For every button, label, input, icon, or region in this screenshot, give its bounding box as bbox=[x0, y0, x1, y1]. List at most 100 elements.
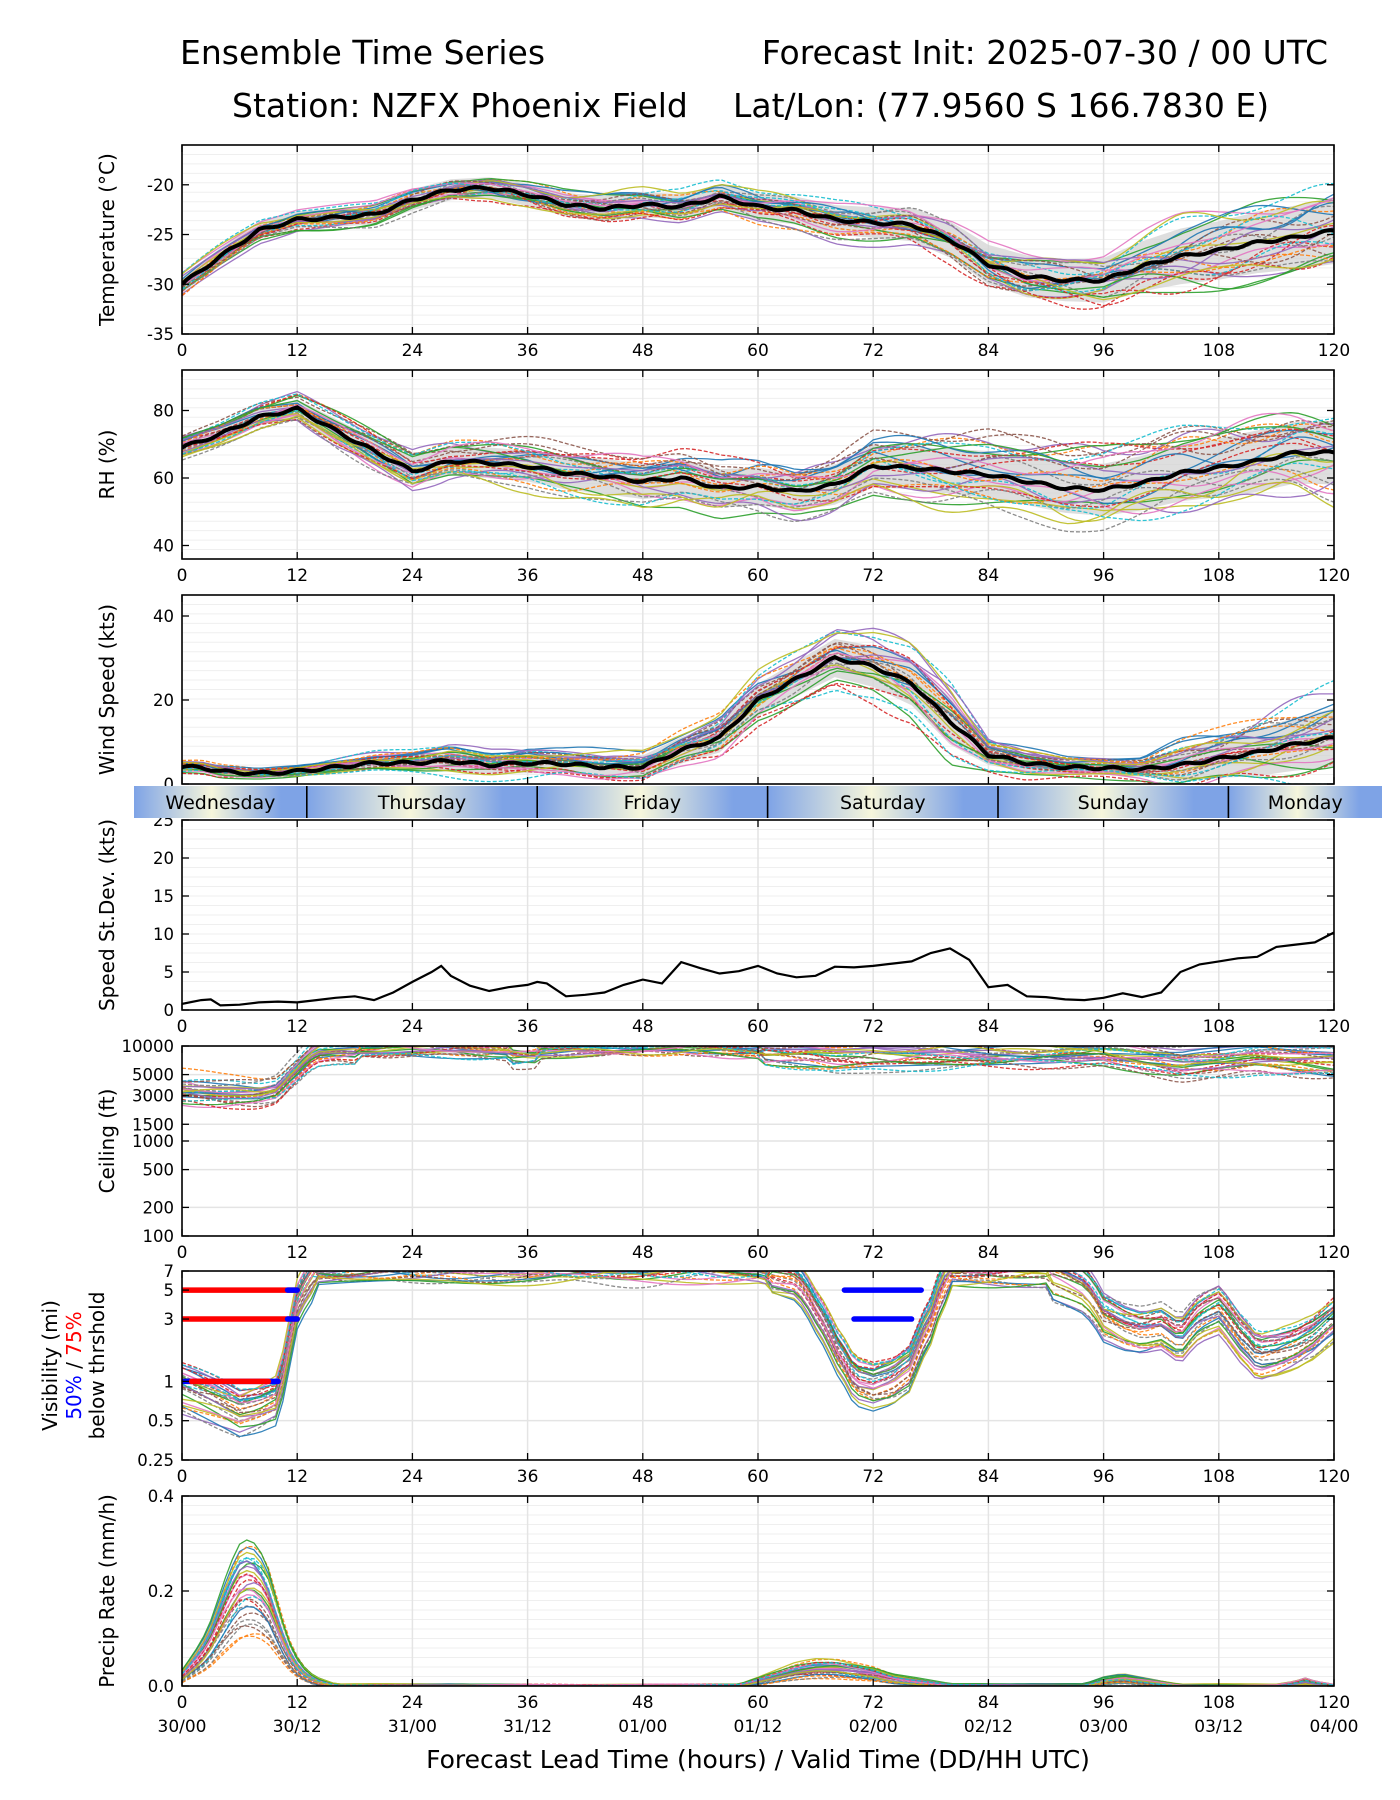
ensemble-member-line bbox=[182, 631, 1334, 773]
legend-separator: / bbox=[62, 1356, 86, 1375]
x-tick-label: 60 bbox=[747, 566, 769, 586]
x-tick-label: 96 bbox=[1093, 1693, 1115, 1713]
x-tick-label: 12 bbox=[286, 1243, 308, 1263]
ensemble-mean-line bbox=[182, 184, 1334, 286]
ensemble-member-line bbox=[182, 182, 1334, 291]
day-label: Monday bbox=[1268, 792, 1343, 814]
day-label: Friday bbox=[624, 792, 682, 814]
ensemble-member-line bbox=[182, 1605, 1334, 1686]
x-tick-label: 24 bbox=[402, 1243, 424, 1263]
x-tick-label: 24 bbox=[402, 1693, 424, 1713]
day-label: Sunday bbox=[1078, 792, 1149, 814]
x-tick-label: 72 bbox=[862, 1467, 884, 1487]
x-tick-label: 96 bbox=[1093, 1467, 1115, 1487]
ensemble-member-line bbox=[182, 406, 1334, 491]
x-tick-label: 48 bbox=[632, 1467, 654, 1487]
legend-75pct: 75% bbox=[62, 1311, 86, 1355]
x-tick-label: 84 bbox=[978, 566, 1000, 586]
ensemble-member-line bbox=[182, 196, 1334, 301]
valid-time-label: 03/12 bbox=[1194, 1717, 1243, 1737]
x-tick-label: 72 bbox=[862, 1017, 884, 1037]
day-label: Wednesday bbox=[165, 792, 275, 814]
x-tick-label: 36 bbox=[517, 1467, 539, 1487]
y-tick-label: -25 bbox=[147, 226, 174, 245]
x-tick-label: 24 bbox=[402, 1467, 424, 1487]
forecast-init-label: Forecast Init: 2025-07-30 / 00 UTC bbox=[761, 33, 1328, 72]
x-tick-label: 72 bbox=[862, 341, 884, 361]
legend-50pct: 50% bbox=[62, 1375, 86, 1419]
x-tick-label: 84 bbox=[978, 1243, 1000, 1263]
ensemble-member-line bbox=[182, 180, 1334, 275]
ensemble-member-line bbox=[182, 1046, 1334, 1110]
ensemble-member-line bbox=[182, 644, 1334, 773]
y-tick-label: 0.0 bbox=[148, 1677, 174, 1696]
ensemble-member-line bbox=[182, 186, 1334, 296]
ensemble-member-line bbox=[182, 190, 1334, 292]
latlon-label: Lat/Lon: (77.9560 S 166.7830 E) bbox=[733, 86, 1270, 125]
x-tick-label: 120 bbox=[1318, 1467, 1350, 1487]
y-tick-label: 10000 bbox=[122, 1037, 175, 1056]
y-tick-label: 3 bbox=[164, 1310, 175, 1329]
x-tick-label: 60 bbox=[747, 1243, 769, 1263]
ensemble-member-line bbox=[182, 630, 1334, 772]
x-tick-label: 0 bbox=[177, 566, 188, 586]
panel-1: -35 -30 -25 -20 0 12 24 36 48 60 72 84 96 108 120 Tempe… bbox=[95, 144, 1350, 361]
y-tick-label: 1500 bbox=[132, 1115, 174, 1134]
ensemble-member-line bbox=[182, 689, 1334, 784]
y-axis-label: RH (%) bbox=[95, 430, 119, 500]
x-tick-label: 0 bbox=[177, 1467, 188, 1487]
x-tick-label: 0 bbox=[177, 1243, 188, 1263]
panel-3: 0204001224364860728496108120Wind Speed (… bbox=[95, 594, 1350, 811]
y-tick-label: 200 bbox=[143, 1198, 175, 1217]
ensemble-member-line bbox=[182, 1271, 1334, 1402]
x-tick-label: 84 bbox=[978, 1467, 1000, 1487]
x-tick-label: 60 bbox=[747, 1467, 769, 1487]
ensemble-member-line bbox=[182, 642, 1334, 776]
ensemble-member-line bbox=[182, 194, 1334, 291]
x-tick-label: 84 bbox=[978, 1693, 1000, 1713]
x-tick-label: 24 bbox=[402, 566, 424, 586]
x-tick-label: 108 bbox=[1203, 1243, 1235, 1263]
day-segment bbox=[134, 786, 307, 818]
y-tick-label: 3000 bbox=[132, 1087, 174, 1106]
x-tick-label: 108 bbox=[1203, 341, 1235, 361]
y-tick-label: 500 bbox=[143, 1161, 175, 1180]
plot-area bbox=[182, 1496, 1334, 1686]
ensemble-member-line bbox=[182, 393, 1334, 480]
y-tick-label: -20 bbox=[147, 176, 174, 195]
x-tick-label: 120 bbox=[1318, 566, 1350, 586]
ensemble-member-line bbox=[182, 404, 1334, 482]
y-tick-label: 40 bbox=[153, 607, 174, 626]
y-tick-label: 0.2 bbox=[148, 1582, 174, 1601]
x-tick-label: 12 bbox=[286, 1467, 308, 1487]
ensemble-member-line bbox=[182, 416, 1334, 533]
x-tick-label: 108 bbox=[1203, 1017, 1235, 1037]
x-tick-label: 0 bbox=[177, 341, 188, 361]
x-tick-label: 60 bbox=[747, 341, 769, 361]
day-segment bbox=[998, 786, 1229, 818]
y-axis-label: Wind Speed (kts) bbox=[95, 604, 119, 775]
y-tick-label: 1 bbox=[164, 1372, 175, 1391]
ensemble-member-line bbox=[182, 402, 1334, 479]
valid-time-label: 03/00 bbox=[1079, 1717, 1128, 1737]
ensemble-member-line bbox=[182, 1271, 1334, 1406]
x-tick-label: 96 bbox=[1093, 566, 1115, 586]
y-tick-label: 80 bbox=[153, 402, 174, 421]
day-segment bbox=[306, 786, 538, 818]
chart-title-left: Ensemble Time Series bbox=[180, 33, 546, 72]
x-tick-label: 108 bbox=[1203, 1467, 1235, 1487]
x-tick-label: 60 bbox=[747, 1017, 769, 1037]
ensemble-mean-line bbox=[182, 405, 1334, 493]
ensemble-member-line bbox=[182, 1046, 1334, 1102]
ensemble-member-line bbox=[182, 1271, 1334, 1397]
x-tick-label: 48 bbox=[632, 1017, 654, 1037]
valid-time-label: 30/00 bbox=[158, 1717, 207, 1737]
plot-area bbox=[182, 595, 1334, 784]
x-tick-label: 72 bbox=[862, 1243, 884, 1263]
y-tick-label: 7 bbox=[164, 1262, 175, 1281]
plot-area bbox=[182, 1271, 1334, 1460]
ensemble-member-line bbox=[182, 1046, 1334, 1089]
valid-time-label: 04/00 bbox=[1310, 1717, 1359, 1737]
